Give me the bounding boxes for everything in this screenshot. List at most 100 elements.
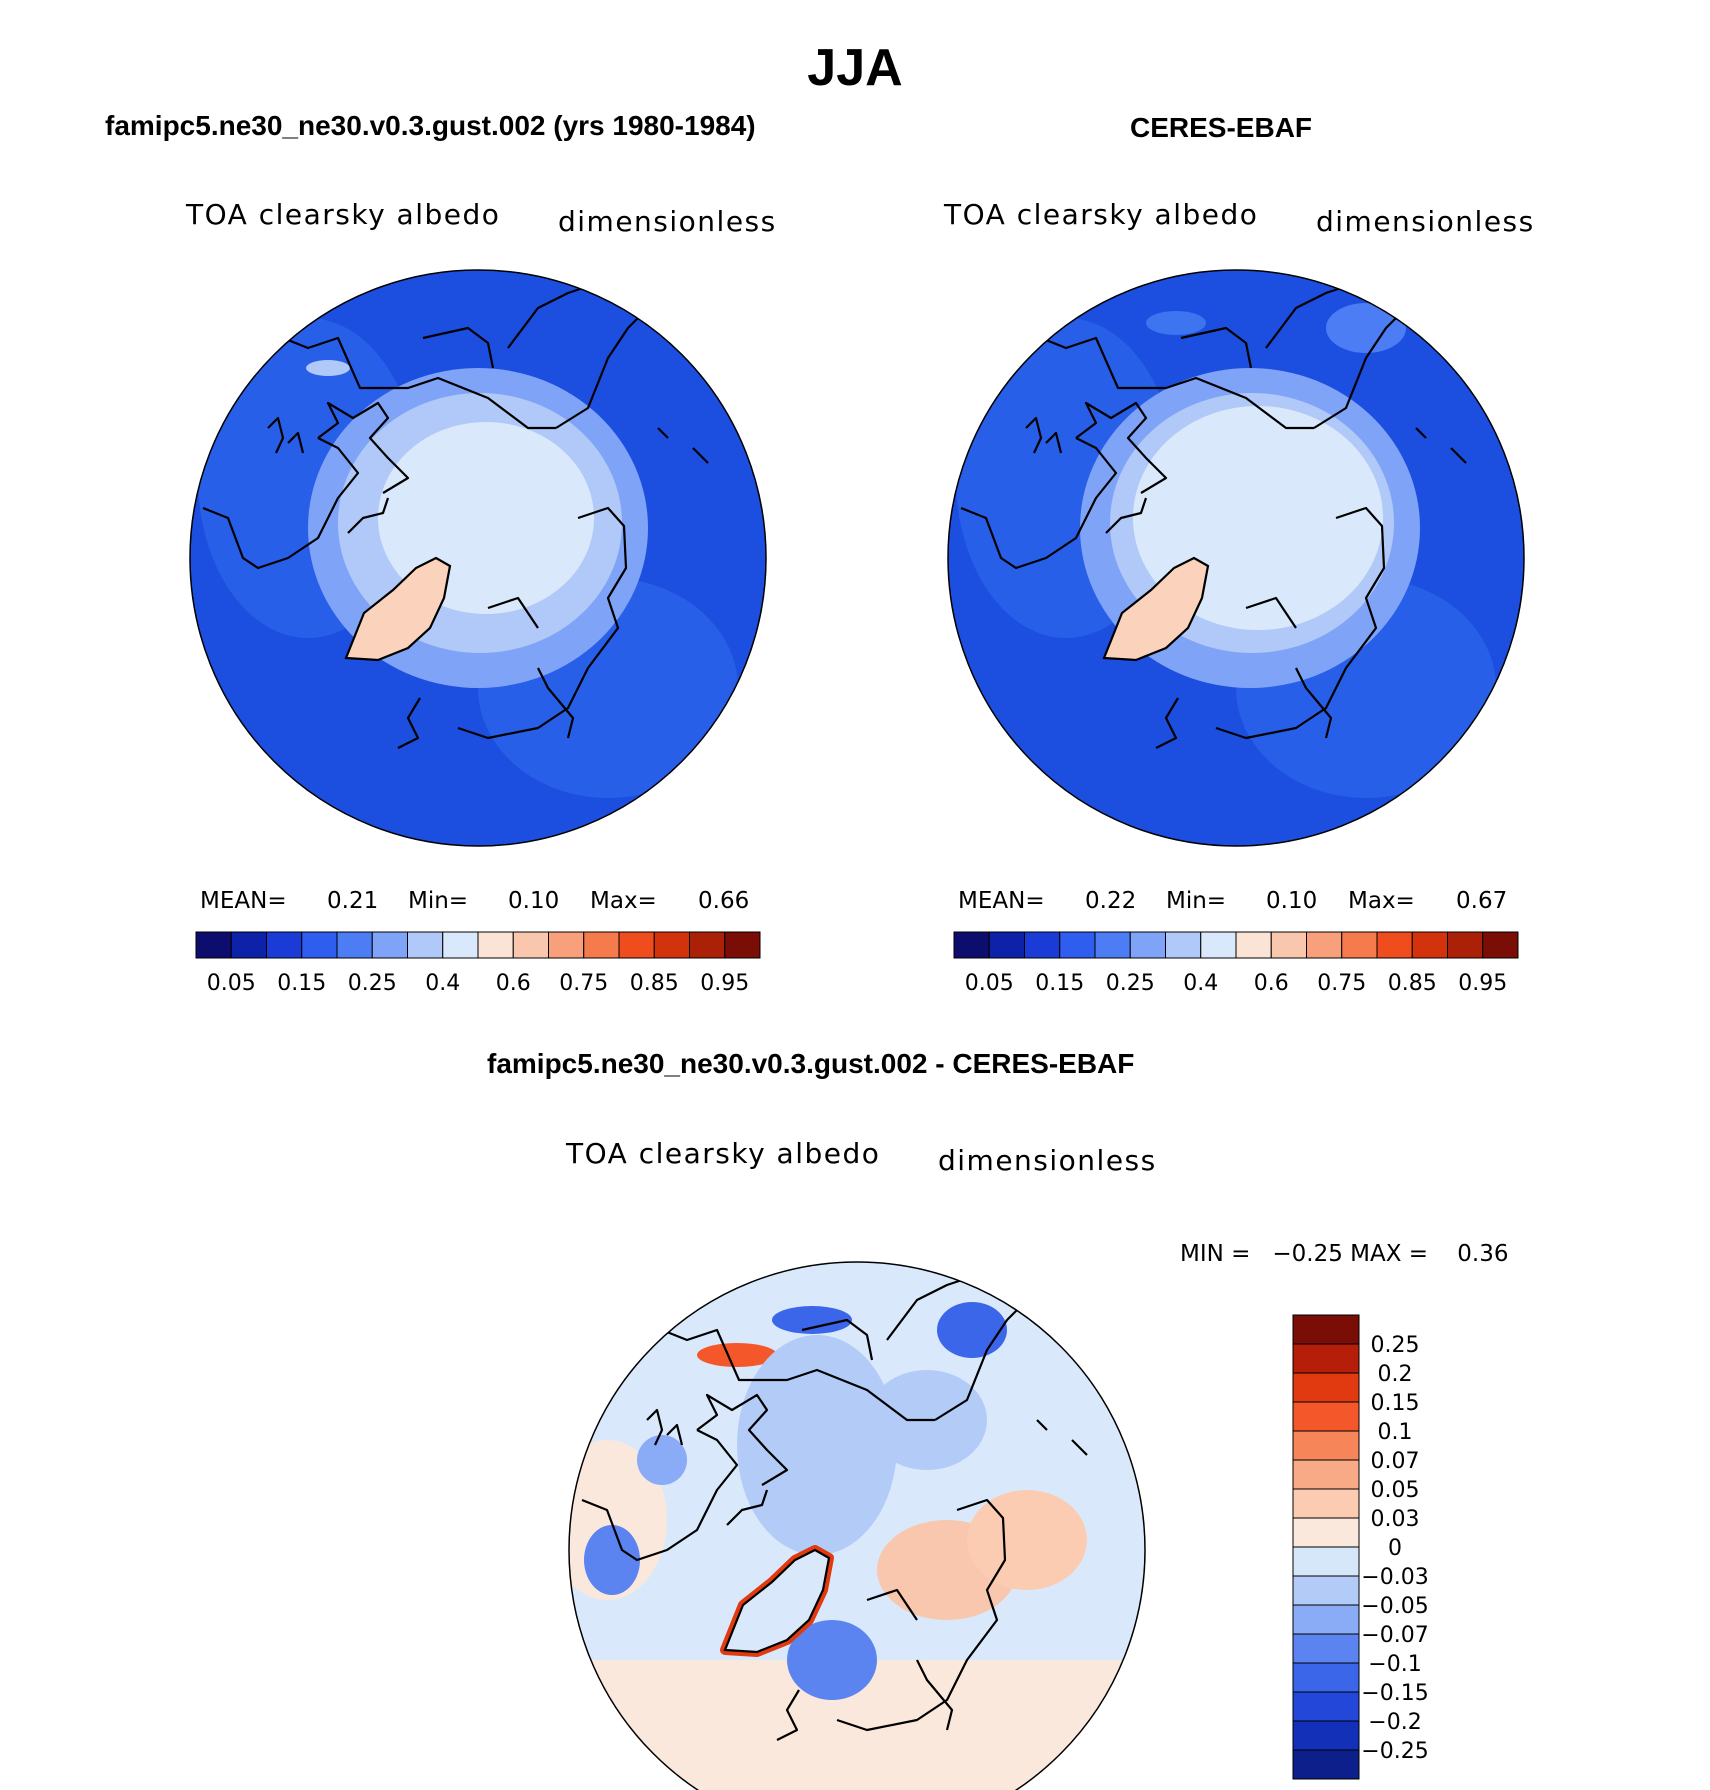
colorbar-tick-label: 0.25: [348, 971, 397, 996]
colorbar-swatch: [1292, 1546, 1360, 1577]
colorbar-swatch: [1292, 1430, 1360, 1461]
colorbar-swatch: [1292, 1372, 1360, 1403]
colorbar-swatch: [548, 931, 585, 959]
negative-anomaly-region: [787, 1620, 877, 1700]
colorbar-swatch: [1200, 931, 1237, 959]
colorbar-tick-label: 0.4: [425, 971, 460, 996]
colorbar-swatch: [1292, 1314, 1360, 1345]
colorbar-swatch: [1292, 1517, 1360, 1548]
positive-anomaly-region: [967, 1490, 1087, 1590]
colorbar-swatch: [477, 931, 514, 959]
colorbar-swatch: [1306, 931, 1343, 959]
colorbar-tick-label: −0.07: [1361, 1623, 1428, 1648]
stat-mean-value-obs: 0.22: [1085, 888, 1137, 914]
greenland-ice-sheet: [1104, 558, 1208, 660]
stat-mean-value-model: 0.21: [327, 888, 379, 914]
diff-range-text: MIN = −0.25 MAX = 0.36: [1180, 1241, 1509, 1267]
colorbar-swatch: [1292, 1604, 1360, 1635]
colorbar-swatch: [407, 931, 444, 959]
greenland-ice-sheet: [346, 558, 450, 660]
stat-max-value-model: 0.66: [698, 888, 750, 914]
negative-anomaly-region: [584, 1525, 640, 1595]
stat-mean-label-obs: MEAN=: [958, 888, 1045, 914]
map-boundary: [189, 269, 767, 847]
stat-min-label-obs: Min=: [1166, 888, 1227, 914]
panel-title-obs: CERES-EBAF: [1130, 112, 1313, 143]
negative-anomaly-region: [937, 1302, 1007, 1358]
colorbar-swatch: [301, 931, 338, 959]
colorbar-swatch: [442, 931, 479, 959]
colorbar-swatch: [195, 931, 232, 959]
land-albedo-patch: [306, 360, 350, 376]
stat-mean-label-model: MEAN=: [200, 888, 287, 914]
colorbar-swatch: [1129, 931, 1166, 959]
colorbar-swatch: [230, 931, 267, 959]
colorbar-swatch: [583, 931, 620, 959]
colorbar-swatch: [1292, 1343, 1360, 1374]
colorbar-tick-label: −0.25: [1361, 1739, 1428, 1764]
colorbar-tick-label: 0.15: [1035, 971, 1084, 996]
colorbar-swatch: [953, 931, 990, 959]
stat-min-value-obs: 0.10: [1266, 888, 1318, 914]
colorbar-swatch: [336, 931, 373, 959]
colorbar-swatch: [1059, 931, 1096, 959]
colorbar-tick-label: 0.05: [207, 971, 256, 996]
colorbar-tick-label: 0.75: [559, 971, 608, 996]
units-label-diff: dimensionless: [938, 1144, 1157, 1177]
colorbar-tick-label: 0.05: [965, 971, 1014, 996]
colorbar-swatch: [371, 931, 408, 959]
map-boundary: [568, 1261, 1146, 1790]
variable-label-model: TOA clearsky albedo: [186, 198, 501, 231]
colorbar-model: 0.05 0.15 0.25 0.4 0.6 0.75 0.85 0.95: [195, 931, 761, 996]
colorbar-swatch: [724, 931, 761, 959]
colorbar-diff: 0.25 0.2 0.15 0.1 0.07 0.05 0.03 0 −0.03 −0.05 −0.…: [1292, 1314, 1429, 1780]
colorbar-swatch: [1376, 931, 1413, 959]
colorbar-swatch: [1292, 1633, 1360, 1664]
stat-min-value-model: 0.10: [508, 888, 560, 914]
colorbar-tick-label: 0.85: [1388, 971, 1437, 996]
colorbar-tick-label: −0.2: [1368, 1710, 1421, 1735]
main-title: JJA: [807, 39, 903, 97]
colorbar-tick-label: 0.85: [630, 971, 679, 996]
variable-label-obs: TOA clearsky albedo: [944, 198, 1259, 231]
colorbar-obs: 0.05 0.15 0.25 0.4 0.6 0.75 0.85 0.95: [953, 931, 1519, 996]
colorbar-swatch: [1292, 1401, 1360, 1432]
colorbar-swatch: [1292, 1720, 1360, 1751]
panel-title-model: famipc5.ne30_ne30.v0.3.gust.002 (yrs 198…: [105, 110, 756, 141]
colorbar-tick-label: 0.75: [1317, 971, 1366, 996]
colorbar-swatch: [1411, 931, 1448, 959]
colorbar-tick-label: 0: [1388, 1536, 1402, 1561]
colorbar-tick-label: 0.6: [496, 971, 531, 996]
panel-title-diff: famipc5.ne30_ne30.v0.3.gust.002 - CERES-…: [487, 1048, 1135, 1079]
polar-map-obs: [947, 269, 1525, 847]
stat-max-label-obs: Max=: [1348, 888, 1415, 914]
units-label-model: dimensionless: [558, 205, 777, 238]
colorbar-tick-label: 0.25: [1371, 1333, 1420, 1358]
colorbar-swatch: [1292, 1488, 1360, 1519]
colorbar-swatch: [653, 931, 690, 959]
stat-min-label-model: Min=: [408, 888, 469, 914]
polar-map-model: [189, 269, 767, 847]
colorbar-tick-label: 0.03: [1371, 1507, 1420, 1532]
land-albedo-patch: [1326, 303, 1406, 353]
colorbar-tick-label: 0.2: [1378, 1362, 1413, 1387]
coastlines: [581, 1273, 1088, 1741]
colorbar-swatch: [1292, 1662, 1360, 1693]
units-label-obs: dimensionless: [1316, 205, 1535, 238]
colorbar-tick-label: 0.05: [1371, 1478, 1420, 1503]
negative-anomaly-region: [772, 1306, 852, 1334]
colorbar-swatch: [1094, 931, 1131, 959]
colorbar-swatch: [1024, 931, 1061, 959]
colorbar-tick-label: 0.25: [1106, 971, 1155, 996]
negative-anomaly-region: [737, 1335, 897, 1555]
polar-map-diff: [568, 1261, 1146, 1790]
colorbar-swatch: [512, 931, 549, 959]
colorbar-tick-label: 0.15: [277, 971, 326, 996]
colorbar-swatch: [1447, 931, 1484, 959]
colorbar-tick-label: 0.95: [700, 971, 749, 996]
colorbar-swatch: [1341, 931, 1378, 959]
negative-anomaly-region: [637, 1435, 687, 1485]
colorbar-swatch: [618, 931, 655, 959]
colorbar-tick-label: 0.4: [1183, 971, 1218, 996]
colorbar-swatch: [689, 931, 726, 959]
